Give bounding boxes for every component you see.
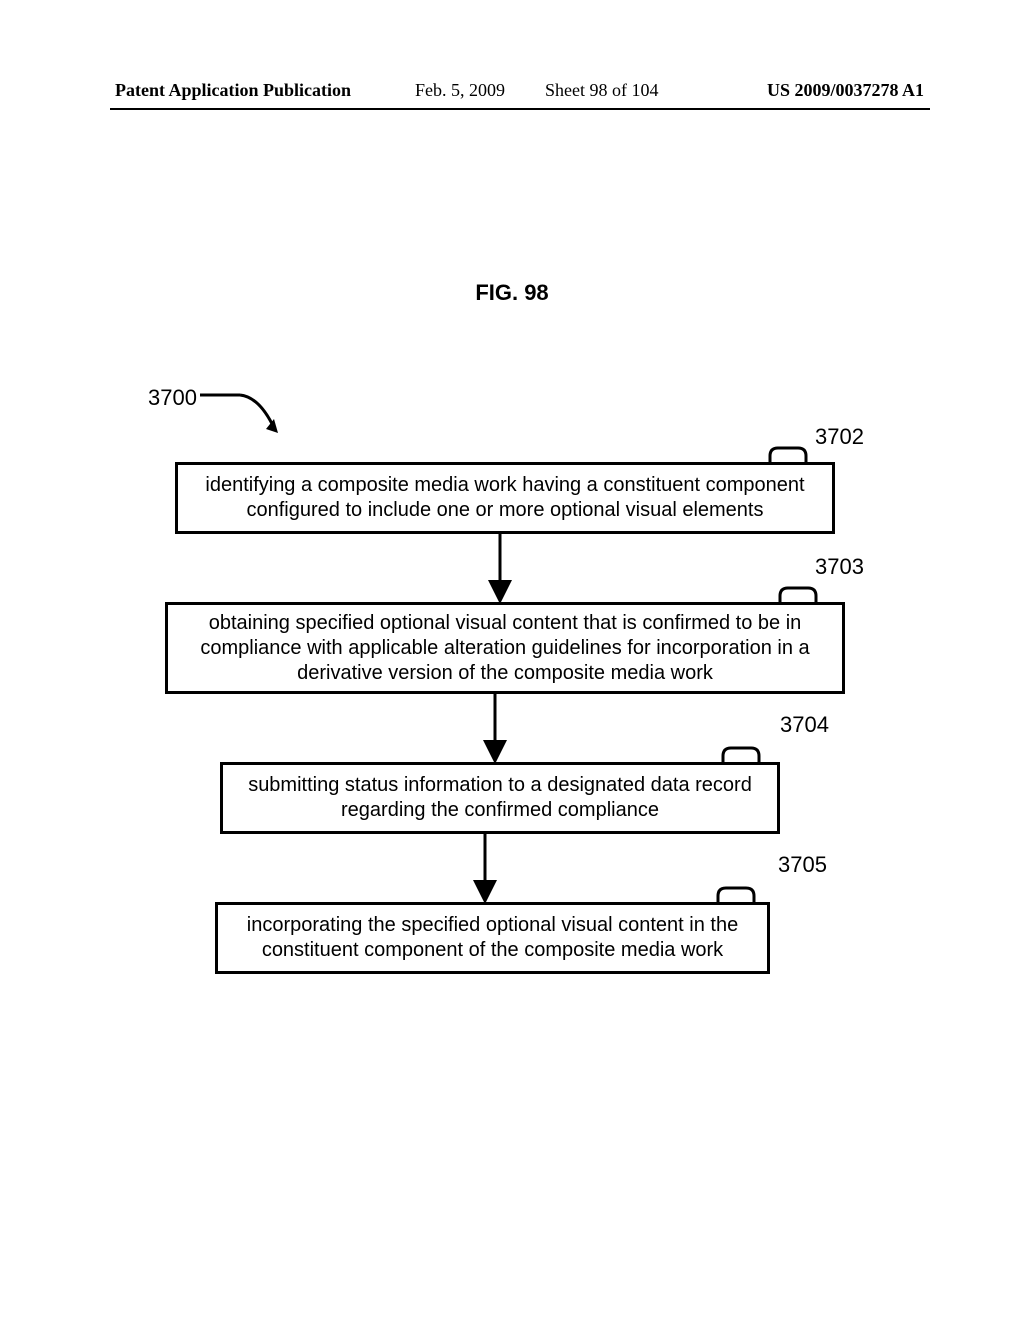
header-sheet: Sheet 98 of 104 <box>545 80 658 101</box>
ref-label: 3705 <box>778 852 827 878</box>
flowchart-box-text: identifying a composite media work havin… <box>192 473 818 523</box>
flowchart-box: identifying a composite media work havin… <box>175 462 835 534</box>
flowchart-box-text: submitting status information to a desig… <box>237 773 763 823</box>
ref-label: 3702 <box>815 424 864 450</box>
flowchart-box: incorporating the specified optional vis… <box>215 902 770 974</box>
ref-label: 3704 <box>780 712 829 738</box>
flowchart-box-text: incorporating the specified optional vis… <box>232 913 753 963</box>
flowchart-box: obtaining specified optional visual cont… <box>165 602 845 694</box>
figure-title: FIG. 98 <box>0 280 1024 306</box>
flowchart-box-text: obtaining specified optional visual cont… <box>182 611 828 686</box>
header-pubno: US 2009/0037278 A1 <box>767 80 924 101</box>
header-rule <box>110 108 930 110</box>
ref-root-label: 3700 <box>148 385 197 411</box>
flowchart-box: submitting status information to a desig… <box>220 762 780 834</box>
ref-label: 3703 <box>815 554 864 580</box>
header-publication: Patent Application Publication <box>115 80 351 101</box>
header-date: Feb. 5, 2009 <box>415 80 505 101</box>
